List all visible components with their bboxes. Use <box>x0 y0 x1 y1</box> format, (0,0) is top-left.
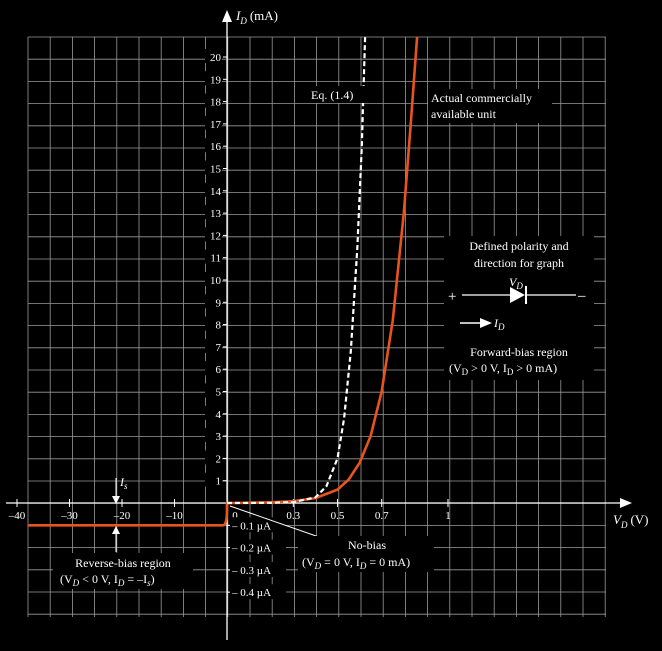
reverse-tick-label: – 0.4 µA <box>231 587 271 599</box>
actual-label-line2: available unit <box>431 107 497 121</box>
series-curves <box>28 36 419 527</box>
polarity-title-line1: Defined polarity and <box>469 239 568 253</box>
reverse-tick-label: – 0.1 µA <box>231 520 271 532</box>
actual-label-bg <box>428 89 552 123</box>
x-tick-label: 0.3 <box>286 510 300 522</box>
y-tick-bg <box>205 405 222 420</box>
y-tick-label: 11 <box>210 253 221 265</box>
y-tick-bg <box>205 71 222 86</box>
y-tick-bg <box>205 160 222 175</box>
reverse-region-line1: Reverse-bias region <box>75 556 171 570</box>
reverse-tick-bg <box>230 539 286 555</box>
y-tick-bg <box>205 272 222 286</box>
reverse-region-bg <box>53 553 193 589</box>
is-label: Is <box>119 475 128 491</box>
y-tick-bg <box>205 115 222 130</box>
y-tick-bg <box>205 227 222 242</box>
actual-label-line1: Actual commercially <box>431 91 532 105</box>
y-tick-bg <box>205 93 222 108</box>
y-tick-label: 1 <box>216 476 222 488</box>
x-tick-label: –40 <box>8 510 26 522</box>
y-tick-label: 7 <box>216 342 222 354</box>
x-tick-label: 0 <box>232 510 238 522</box>
y-tick-label: 10 <box>210 275 222 287</box>
x-tick-label: 0.7 <box>375 510 389 522</box>
y-tick-bg <box>205 316 222 331</box>
y-tick-bg <box>205 428 222 443</box>
x-tick-label: 0.5 <box>331 510 345 522</box>
y-tick-bg <box>205 205 222 220</box>
y-tick-label: 19 <box>210 74 222 86</box>
y-axis-title: ID (mA) <box>235 8 278 26</box>
y-axis-arrow-icon <box>222 10 232 22</box>
forward-region-line2: (VD > 0 V, ID > 0 mA) <box>449 361 557 377</box>
y-tick-label: 3 <box>216 431 222 443</box>
no-bias-bg <box>298 536 434 572</box>
forward-region-line1: Forward-bias region <box>470 345 568 359</box>
no-bias-line1: No-bias <box>348 538 386 552</box>
vd-label: VD <box>509 275 523 291</box>
x-tick-label: –20 <box>113 510 131 522</box>
x-axis-arrow-icon <box>620 498 632 508</box>
y-tick-bg <box>205 182 222 197</box>
y-tick-label: 5 <box>216 387 222 399</box>
reverse-current-tick-labels: – 0.1 µA – 0.2 µA – 0.3 µA – 0.4 µA <box>227 517 286 600</box>
minus-sign: – <box>577 288 586 304</box>
polarity-title-line2: direction for graph <box>474 256 564 270</box>
series-eq-1-4-curve <box>226 36 367 505</box>
y-tick-bg <box>205 383 222 398</box>
y-tick-label: 4 <box>216 409 222 421</box>
x-axis-title: VD (V) <box>613 512 649 530</box>
y-tick-label: 14 <box>210 186 222 198</box>
x-tick-labels: 0 0.3 0.5 0.7 1 –40 –30 –20 –10 <box>8 499 451 522</box>
eq-label-bg <box>308 86 368 103</box>
y-tick-label: 6 <box>216 364 222 376</box>
reverse-tick-bg <box>230 561 286 577</box>
y-tick-label: 12 <box>210 230 221 242</box>
y-tick-label: 17 <box>210 119 222 131</box>
y-tick-label: 15 <box>210 164 222 176</box>
y-tick-bg <box>205 450 222 465</box>
reverse-tick-label: – 0.3 µA <box>231 565 271 577</box>
y-tick-bg <box>205 249 222 264</box>
y-tick-label: 8 <box>216 320 222 332</box>
y-tick-bg <box>205 138 222 153</box>
y-tick-bg <box>205 361 222 376</box>
y-tick-label: 9 <box>216 297 222 309</box>
reverse-tick-label: – 0.2 µA <box>231 543 271 555</box>
diode-icon <box>510 287 525 303</box>
y-tick-bg <box>205 294 222 309</box>
reverse-tick-bg <box>230 584 286 600</box>
id-label: ID <box>493 316 505 332</box>
y-tick-bg <box>205 49 222 63</box>
y-tick-label: 16 <box>210 141 222 153</box>
is-arrow-up-icon <box>112 526 120 534</box>
y-tick-bg <box>205 472 222 487</box>
x-tick-label: –10 <box>165 510 183 522</box>
x-tick-label: –30 <box>60 510 78 522</box>
is-arrow-down-icon <box>112 496 120 504</box>
y-tick-label: 13 <box>210 208 222 220</box>
x-tick-label: 1 <box>445 510 451 522</box>
y-tick-label: 18 <box>210 97 222 109</box>
eq-label: Eq. (1.4) <box>311 88 353 102</box>
y-tick-bg <box>205 338 222 353</box>
y-tick-label: 2 <box>216 453 222 465</box>
current-arrow-icon <box>480 318 492 328</box>
y-tick-label: 20 <box>210 52 222 64</box>
reverse-region-line2: (VD < 0 V, ID = –Is) <box>60 572 155 588</box>
no-bias-line2: (VD = 0 V, ID = 0 mA) <box>302 555 410 571</box>
plus-sign: + <box>448 289 456 305</box>
polarity-box-bg <box>444 236 594 380</box>
